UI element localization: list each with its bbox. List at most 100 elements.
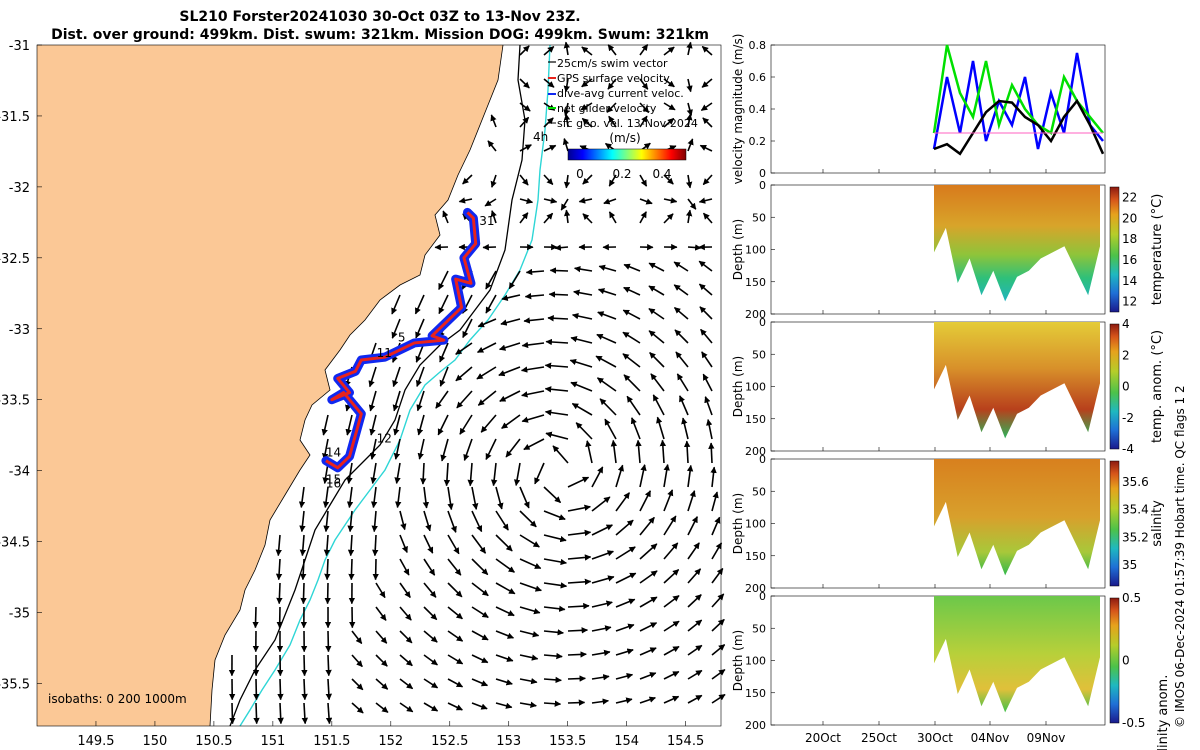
time-tick-label: 20Oct [805, 731, 841, 745]
velocity-arrow [495, 510, 509, 531]
velocity-arrow [676, 373, 689, 392]
velocity-arrow [699, 144, 713, 152]
velocity-arrow [351, 702, 364, 714]
velocity-arrow [322, 438, 329, 460]
velocity-arrow [471, 486, 479, 510]
velocity-arrow [513, 462, 521, 486]
velocity-arrow [711, 593, 725, 608]
velocity-arrow [477, 318, 497, 328]
velocity-arrow [623, 263, 641, 272]
lon-tick-label: 153.5 [549, 734, 586, 749]
velocity-arrow [591, 649, 611, 657]
velocity-arrow [463, 438, 473, 462]
map-lon-ticks: 149.5 150 150.5 151 151.5 152 152.5 153 153.5 154… [77, 721, 704, 749]
velocity-arrow [663, 213, 674, 224]
velocity-arrow [581, 78, 593, 88]
section-data-fill [934, 185, 1100, 302]
velocity-arrow [346, 486, 354, 509]
depth-tick-label: 100 [745, 381, 766, 394]
velocity-arrow [685, 209, 693, 224]
velocity-arrow [687, 694, 703, 704]
velocity-arrow [543, 700, 562, 707]
velocity-arrow [615, 623, 635, 632]
velocity-arrow [648, 330, 665, 344]
velocity-arrow [490, 462, 498, 487]
velocity-arrow [298, 486, 306, 509]
velocity-arrow [615, 598, 636, 608]
velocity-arrow [563, 174, 571, 189]
velocity-arrow [399, 654, 413, 667]
colorbar-tick-label: 16 [1122, 253, 1137, 267]
velocity-arrow [597, 311, 617, 320]
velocity-arrow [300, 558, 307, 581]
velocity-arrow [523, 438, 545, 451]
velocity-arrow [581, 46, 593, 56]
time-tick-label: 04Nov [971, 731, 1010, 745]
depth-axis-label: Depth (m) [731, 219, 745, 280]
velocity-arrow [275, 534, 282, 557]
lon-tick-label: 154.5 [667, 734, 704, 749]
velocity-arrow [375, 582, 386, 599]
velocity-arrow [520, 366, 545, 373]
velocity-arrow [375, 678, 389, 690]
velocity-arrow [501, 294, 521, 301]
velocity-arrow [399, 606, 412, 621]
colorbar-tick-label: -2 [1122, 411, 1134, 425]
velocity-arrow [615, 519, 634, 536]
velocity-arrow [595, 355, 617, 368]
velocity-arrow [351, 630, 363, 645]
velocity-arrow [391, 294, 401, 315]
velocity-arrow [372, 534, 379, 557]
colorbar-label: temp. anom. (°C) [1150, 330, 1165, 443]
isobath-200m [229, 44, 526, 727]
velocity-arrow [615, 572, 637, 584]
velocity-arrow [477, 390, 497, 406]
section-salinity: 0 50 100 150 200 Depth (m) 35 35.2 35.4 35.6salin… [731, 453, 1165, 595]
velocity-arrow [543, 558, 567, 566]
depth-tick-label: 150 [745, 687, 766, 700]
depth-tick-label: 150 [745, 413, 766, 426]
velocity-arrow [490, 174, 497, 188]
velocity-arrow [571, 312, 593, 320]
velocity-arrow [519, 701, 537, 708]
imos-credit: © IMOS 06-Dec-2024 01:57:39 Hobart time.… [1173, 385, 1187, 728]
velocity-arrow [399, 678, 414, 690]
depth-tick-label: 100 [745, 655, 766, 668]
section-colorbar [1109, 323, 1120, 450]
velocity-arrow [663, 670, 680, 680]
velocity-arrow [610, 439, 618, 464]
colorbar-label: salinity [1150, 500, 1165, 547]
velocity-arrow [277, 678, 284, 701]
velocity-arrow [423, 510, 432, 532]
velocity-arrow [686, 113, 693, 128]
velocity-arrow [447, 702, 463, 711]
velocity-arrow [603, 198, 617, 205]
velocity-arrow [663, 102, 676, 111]
velocity-arrow [301, 654, 308, 677]
velocity-arrow [519, 582, 542, 592]
velocity-arrow [582, 213, 593, 224]
colorbar-tick-label: 22 [1122, 190, 1137, 204]
velocity-arrow [569, 358, 593, 368]
velocity-arrow [485, 294, 497, 314]
velocity-arrow [471, 678, 489, 687]
velocity-arrow [701, 45, 713, 56]
velocity-arrow [687, 490, 696, 512]
velocity-arrow [323, 534, 331, 557]
velocity-arrow [615, 697, 633, 704]
velocity-arrow [519, 174, 529, 186]
velocity-arrow [495, 654, 514, 662]
velocity-arrow [596, 333, 617, 344]
velocity-arrow [471, 558, 489, 576]
velocity-arrow [495, 678, 513, 686]
velocity-arrow [663, 197, 678, 204]
day-label: 14 [326, 445, 341, 459]
velocity-arrow [368, 390, 377, 412]
velocity-arrow [675, 351, 689, 368]
velocity-arrow [447, 558, 462, 576]
velocity-arrow [375, 702, 389, 714]
section-data-fill [934, 322, 1100, 439]
velocity-arrow [521, 414, 545, 423]
